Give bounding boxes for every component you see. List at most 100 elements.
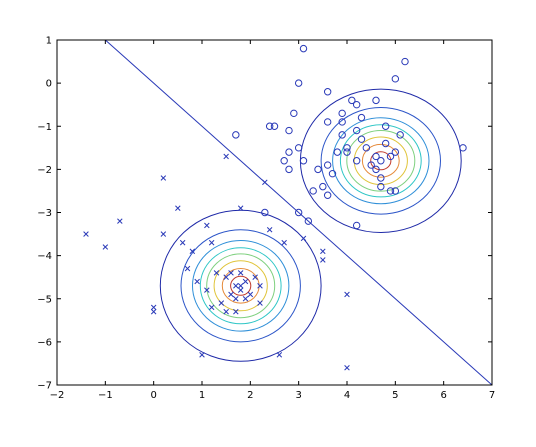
point-x-6 [213,270,220,276]
boundary-line [105,40,492,385]
contour-1-3 [339,124,422,198]
contour-1-1 [320,107,441,215]
point-o-12 [323,161,332,169]
point-x-38 [102,244,109,250]
contour-0-5 [213,260,268,312]
y-tick-label: −4 [37,251,52,262]
point-o-24 [372,96,380,105]
point-o-41 [265,122,274,130]
point-x-19 [204,287,210,293]
point-x-31 [262,179,268,186]
point-x-18 [208,304,215,311]
point-o-53 [459,144,467,152]
point-x-36 [160,231,167,237]
contour-0-3 [199,247,282,325]
point-o-50 [352,221,361,230]
point-x-43 [276,352,283,358]
point-o-29 [352,126,361,135]
y-tick-label: −6 [37,337,52,348]
point-x-7 [218,300,225,306]
contour-1-7 [370,151,392,171]
point-x-16 [223,308,229,315]
point-x-11 [237,270,244,276]
point-o-17 [372,165,380,174]
contour-1-6 [361,143,400,178]
point-o-0 [372,152,380,161]
point-x-14 [237,283,244,289]
contour-1-5 [353,136,408,186]
y-tick-label: −5 [37,294,52,305]
y-tick-label: −1 [37,122,52,133]
point-x-28 [300,235,307,242]
point-o-36 [294,79,303,87]
y-tick-label: −3 [37,208,52,219]
point-o-38 [285,126,293,135]
point-o-20 [391,187,400,195]
point-o-31 [323,88,332,96]
point-x-21 [184,265,191,272]
point-o-44 [280,157,288,165]
contour-0-2 [192,239,290,332]
x-tick-label: −1 [98,390,113,401]
point-x-30 [320,257,326,263]
point-o-51 [261,208,269,217]
point-x-12 [242,295,249,302]
x-tick-label: 4 [344,390,350,401]
point-x-0 [233,283,239,289]
point-o-30 [323,118,332,126]
point-x-13 [228,270,234,276]
point-x-39 [83,231,89,237]
point-x-4 [223,274,229,280]
point-x-26 [266,226,273,233]
point-o-46 [309,187,317,195]
point-o-4 [381,139,390,148]
point-o-1 [377,157,385,165]
point-o-28 [338,118,346,126]
point-x-34 [175,205,181,211]
contours [159,88,462,362]
x-tick-label: 7 [489,390,495,401]
point-x-41 [150,308,157,315]
point-o-6 [352,157,361,165]
contour-1-2 [332,117,430,205]
point-o-16 [377,174,385,182]
point-x-40 [150,304,157,311]
point-x-27 [281,239,287,246]
x-tick-label: 3 [295,390,301,401]
point-o-47 [304,217,313,225]
point-o-8 [343,144,351,152]
point-x-33 [160,175,167,181]
point-o-49 [323,191,332,199]
point-o-9 [343,148,351,156]
x-tick-label: 6 [440,390,446,401]
point-o-32 [338,109,346,118]
point-o-15 [314,165,322,174]
point-x-23 [204,222,210,229]
point-o-25 [348,96,356,105]
point-o-3 [362,144,371,152]
point-x-42 [199,352,205,358]
point-o-22 [396,131,404,139]
point-o-48 [294,208,303,217]
point-o-43 [299,157,308,165]
point-o-2 [367,161,375,169]
point-x-32 [223,153,229,160]
point-x-45 [344,364,350,371]
point-o-26 [352,100,361,109]
contour-0-7 [230,275,252,296]
point-o-27 [357,113,366,122]
plot-area [56,39,493,386]
point-o-37 [290,109,298,118]
contour-0-0 [159,209,322,362]
point-x-5 [252,274,258,280]
y-tick-label: 1 [46,36,52,47]
point-o-14 [319,182,327,191]
x-tick-label: −2 [50,390,65,401]
point-x-1 [237,287,244,293]
x-tick-label: 1 [199,390,205,401]
point-o-23 [381,122,390,130]
point-x-20 [194,278,200,285]
point-x-29 [320,248,326,255]
